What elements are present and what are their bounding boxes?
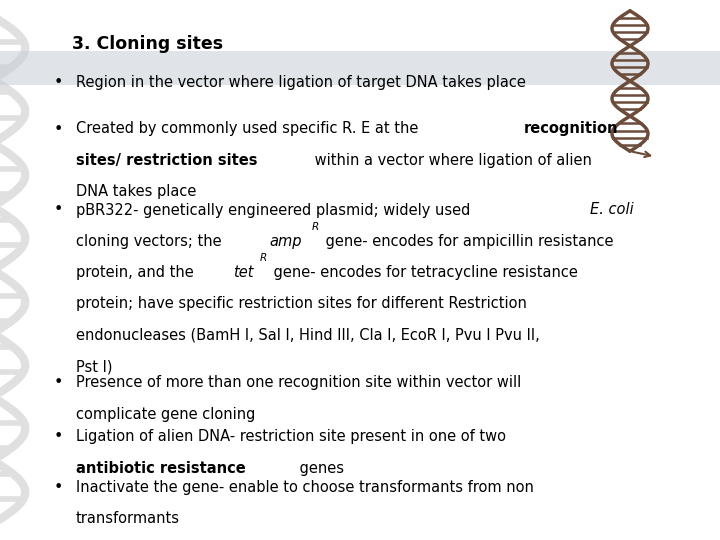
Text: R: R: [312, 222, 319, 232]
Text: Inactivate the gene- enable to choose transformants from non: Inactivate the gene- enable to choose tr…: [76, 480, 534, 495]
Text: DNA takes place: DNA takes place: [76, 184, 196, 199]
FancyBboxPatch shape: [0, 51, 720, 85]
Text: complicate gene cloning: complicate gene cloning: [76, 407, 255, 422]
Text: •: •: [54, 375, 63, 390]
Text: amp: amp: [269, 234, 302, 249]
Text: •: •: [54, 429, 63, 444]
Text: genes: genes: [294, 461, 343, 476]
Text: Presence of more than one recognition site within vector will: Presence of more than one recognition si…: [76, 375, 521, 390]
Text: sites/ restriction sites: sites/ restriction sites: [76, 153, 257, 168]
Text: Ligation of alien DNA- restriction site present in one of two: Ligation of alien DNA- restriction site …: [76, 429, 505, 444]
Text: •: •: [54, 480, 63, 495]
Text: Pst I): Pst I): [76, 359, 112, 374]
Text: cloning vectors; the: cloning vectors; the: [76, 234, 226, 249]
Text: recognition: recognition: [523, 122, 618, 137]
Text: pBR322- genetically engineered plasmid; widely used: pBR322- genetically engineered plasmid; …: [76, 202, 474, 218]
Text: Created by commonly used specific R. E at the: Created by commonly used specific R. E a…: [76, 122, 423, 137]
Text: protein; have specific restriction sites for different Restriction: protein; have specific restriction sites…: [76, 296, 526, 312]
Text: protein, and the: protein, and the: [76, 265, 198, 280]
Text: •: •: [54, 122, 63, 137]
Text: •: •: [54, 75, 63, 90]
Text: endonucleases (BamH I, Sal I, Hind III, Cla I, EcoR I, Pvu I Pvu II,: endonucleases (BamH I, Sal I, Hind III, …: [76, 328, 539, 343]
Text: 3. Cloning sites: 3. Cloning sites: [72, 35, 223, 53]
Text: within a vector where ligation of alien: within a vector where ligation of alien: [310, 153, 592, 168]
Text: E. coli: E. coli: [590, 202, 634, 218]
Text: R: R: [260, 253, 267, 264]
Text: gene- encodes for tetracycline resistance: gene- encodes for tetracycline resistanc…: [269, 265, 578, 280]
Text: tet: tet: [233, 265, 254, 280]
Text: transformants: transformants: [76, 511, 179, 526]
Text: gene- encodes for ampicillin resistance: gene- encodes for ampicillin resistance: [321, 234, 613, 249]
Text: •: •: [54, 202, 63, 218]
Text: Region in the vector where ligation of target DNA takes place: Region in the vector where ligation of t…: [76, 75, 526, 90]
Text: antibiotic resistance: antibiotic resistance: [76, 461, 246, 476]
